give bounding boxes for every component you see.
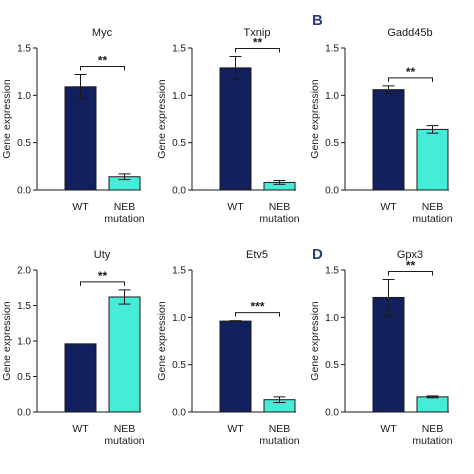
y-tick-label: 0.0 (17, 186, 31, 197)
significance-bracket (235, 312, 280, 317)
significance-marker: ** (406, 258, 416, 272)
chart-uty: Uty Gene expression 0.0 0.5 1.0 1.5 2.0 WT NEB mu… (1, 249, 145, 447)
y-tick-label: 1.5 (172, 44, 186, 55)
x-category-label: WT (227, 201, 244, 213)
chart-myc: Myc Gene expression 0.0 0.5 1.0 1.5 WT NEB mutat… (1, 27, 145, 225)
bar-wt (372, 89, 405, 191)
y-axis-label: Gene expression (1, 301, 13, 381)
x-category-label: NEB mutation (259, 423, 299, 447)
y-tick-label: 0.5 (172, 360, 186, 371)
panel-label-b: B (312, 12, 323, 29)
x-category-label: WT (380, 423, 397, 435)
bar-neb-mutation (416, 128, 449, 191)
y-tick-label: 0.5 (17, 372, 31, 383)
bar-neb-mutation (108, 296, 141, 413)
y-tick-label: 0.0 (172, 186, 186, 197)
chart-etv5: Etv5 Gene expression 0.0 0.5 1.0 1.5 WT NEB muta… (156, 249, 300, 447)
significance-bracket (80, 281, 125, 286)
chart-title: Gpx3 (397, 249, 423, 261)
y-tick-label: 1.5 (325, 266, 339, 277)
y-tick-label: 1.5 (172, 266, 186, 277)
significance-bracket (80, 66, 125, 71)
charts-group: Myc Gene expression 0.0 0.5 1.0 1.5 WT NEB mutat… (1, 27, 453, 447)
y-tick-label: 2.0 (17, 266, 31, 277)
y-tick-label: 1.5 (325, 44, 339, 55)
y-tick-label: 1.0 (325, 313, 339, 324)
x-category-label: WT (72, 423, 89, 435)
bar-neb-mutation (416, 396, 449, 413)
y-tick-label: 1.0 (325, 91, 339, 102)
y-tick-label: 0.5 (325, 138, 339, 149)
x-category-label: NEB mutation (104, 201, 144, 225)
y-axis-label: Gene expression (156, 301, 168, 381)
significance-bracket (235, 48, 280, 53)
y-tick-label: 1.0 (172, 91, 186, 102)
bar-wt (372, 296, 405, 413)
bar-wt (219, 67, 252, 191)
y-tick-label: 0.5 (17, 138, 31, 149)
significance-bracket (388, 77, 433, 82)
significance-marker: ** (406, 65, 416, 79)
bar-wt (64, 86, 97, 191)
x-category-label: NEB mutation (104, 423, 144, 447)
x-category-label: WT (227, 423, 244, 435)
significance-marker: ** (253, 36, 263, 50)
y-tick-label: 0.0 (17, 408, 31, 419)
significance-bracket (388, 270, 433, 276)
chart-gpx3: Gpx3 Gene expression 0.0 0.5 1.0 1.5 WT NEB muta… (309, 249, 453, 447)
y-tick-label: 1.5 (17, 301, 31, 312)
y-axis-label: Gene expression (1, 79, 13, 159)
y-tick-label: 0.5 (325, 360, 339, 371)
y-tick-label: 1.0 (17, 337, 31, 348)
x-category-label: WT (72, 201, 89, 213)
y-tick-label: 1.0 (17, 91, 31, 102)
significance-marker: *** (250, 300, 264, 314)
y-axis-label: Gene expression (309, 79, 321, 159)
y-tick-label: 1.5 (17, 44, 31, 55)
chart-txnip: Txnip Gene expression 0.0 0.5 1.0 1.5 WT NEB mut… (156, 27, 300, 225)
y-tick-label: 0.5 (172, 138, 186, 149)
chart-title: Txnip (244, 27, 271, 39)
chart-gadd45b: Gadd45b Gene expression 0.0 0.5 1.0 1.5 WT NEB m… (309, 27, 453, 225)
panel-label-d: D (312, 246, 323, 263)
x-category-label: NEB mutation (412, 423, 452, 447)
chart-title: Etv5 (246, 249, 268, 261)
y-tick-label: 0.0 (325, 408, 339, 419)
y-tick-label: 1.0 (172, 313, 186, 324)
chart-title: Uty (94, 249, 111, 261)
x-category-label: NEB mutation (259, 201, 299, 225)
y-tick-label: 0.0 (325, 186, 339, 197)
x-category-label: NEB mutation (412, 201, 452, 225)
y-axis-label: Gene expression (309, 301, 321, 381)
significance-marker: ** (98, 269, 108, 283)
significance-marker: ** (98, 54, 108, 68)
y-tick-label: 0.0 (172, 408, 186, 419)
x-category-label: WT (380, 201, 397, 213)
bar-wt (64, 343, 97, 413)
bar-wt (219, 320, 252, 413)
chart-title: Gadd45b (387, 27, 432, 39)
chart-title: Myc (92, 27, 113, 39)
y-axis-label: Gene expression (156, 79, 168, 159)
